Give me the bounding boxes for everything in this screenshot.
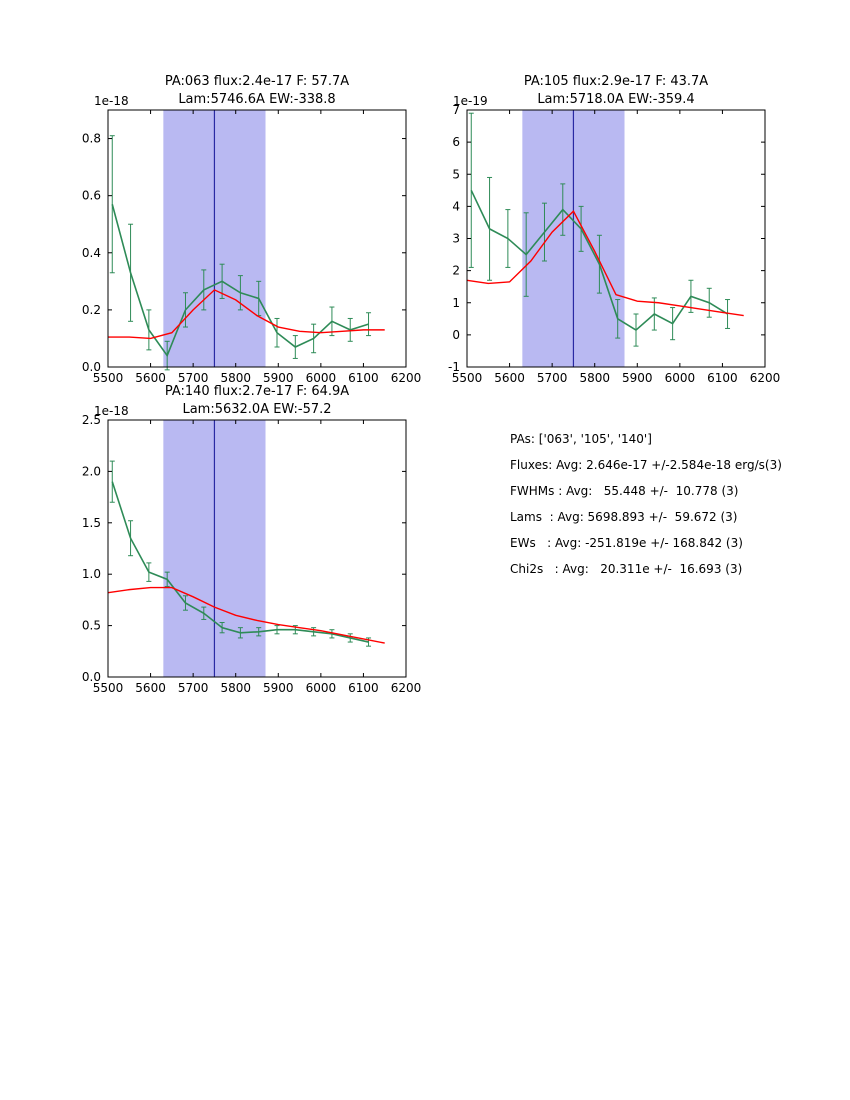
stats-line-ews: EWs : Avg: -251.819e +/- 168.842 (3) bbox=[510, 536, 743, 550]
plot-svg-pa105: 5500 5600 5700 5800 5900 6000 6100 6200 -1 0 1 2 3 4 5… bbox=[448, 74, 781, 385]
spectrum-plot-pa140: 5500 5600 5700 5800 5900 6000 6100 6200 0.0 0.5 1.… bbox=[50, 375, 430, 700]
y-axis-offset-label: 1e-18 bbox=[94, 404, 129, 418]
stats-line-lams: Lams : Avg: 5698.893 +/- 59.672 (3) bbox=[510, 510, 738, 524]
plot-title: PA:140 flux:2.7e-17 F: 64.9A bbox=[165, 384, 349, 399]
x-tick-label: 6100 bbox=[348, 681, 379, 695]
x-tick-label: 5600 bbox=[135, 681, 166, 695]
x-tick-label: 5500 bbox=[93, 371, 124, 385]
x-tick-label: 5900 bbox=[263, 681, 294, 695]
x-tick-label: 5900 bbox=[622, 371, 653, 385]
y-tick-label: 0.6 bbox=[82, 189, 101, 203]
x-tick-label: 6100 bbox=[348, 371, 379, 385]
plot-subtitle: Lam:5746.6A EW:-338.8 bbox=[178, 92, 335, 107]
y-tick-label: 3 bbox=[452, 232, 460, 246]
y-tick-label: 0 bbox=[452, 328, 460, 342]
stats-line-pas: PAs: ['063', '105', '140'] bbox=[510, 432, 652, 446]
x-tick-label: 5500 bbox=[452, 371, 483, 385]
plot-subtitle: Lam:5718.0A EW:-359.4 bbox=[537, 92, 694, 107]
axes-frame bbox=[107, 109, 407, 368]
x-tick-label: 6000 bbox=[665, 371, 696, 385]
spectrum-line bbox=[111, 204, 369, 358]
stats-line-chi2s: Chi2s : Avg: 20.311e +/- 16.693 (3) bbox=[510, 562, 743, 576]
fit-line bbox=[466, 210, 744, 317]
x-tick-label: 6200 bbox=[391, 681, 422, 695]
x-tick-label: 5600 bbox=[135, 371, 166, 385]
y-tick-label: 0.0 bbox=[82, 670, 101, 684]
y-tick-label: 0.2 bbox=[82, 303, 101, 317]
x-tick-label: 5800 bbox=[579, 371, 610, 385]
x-tick-label: 5900 bbox=[263, 371, 294, 385]
stats-line-fluxes: Fluxes: Avg: 2.646e-17 +/-2.584e-18 erg/… bbox=[510, 458, 782, 472]
fit-line bbox=[108, 289, 385, 340]
y-tick-label: 1 bbox=[452, 296, 460, 310]
y-axis-offset-label: 1e-19 bbox=[453, 94, 488, 108]
x-tick-label: 5700 bbox=[178, 371, 209, 385]
summary-stats: PAs: ['063', '105', '140'] Fluxes: Avg: … bbox=[510, 426, 782, 582]
y-tick-label: 1.0 bbox=[82, 567, 101, 581]
x-tick-label: 6000 bbox=[306, 371, 337, 385]
fit-line bbox=[107, 586, 385, 644]
y-tick-label: 4 bbox=[452, 199, 460, 213]
x-tick-label: 5700 bbox=[178, 681, 209, 695]
y-tick-label: 1.5 bbox=[82, 516, 101, 530]
plot-subtitle: Lam:5632.0A EW:-57.2 bbox=[182, 402, 331, 417]
axes-frame bbox=[107, 419, 407, 678]
y-tick-label: 2.5 bbox=[82, 413, 101, 427]
x-tick-label: 6200 bbox=[391, 371, 422, 385]
y-axis-offset-label: 1e-18 bbox=[94, 94, 129, 108]
y-tick-label: 5 bbox=[452, 167, 460, 181]
x-tick-label: 5500 bbox=[93, 681, 124, 695]
plot-svg-pa063: 5500 5600 5700 5800 5900 6000 6100 6200 0.0 0.2 0.… bbox=[82, 74, 422, 385]
spectrum-plot-pa063: 5500 5600 5700 5800 5900 6000 6100 6200 0.0 0.2 0.… bbox=[50, 65, 430, 390]
x-tick-label: 5800 bbox=[220, 681, 251, 695]
spectrum-line bbox=[111, 481, 369, 643]
y-tick-label: 0.0 bbox=[82, 360, 101, 374]
y-tick-label: 2.0 bbox=[82, 464, 101, 478]
x-tick-label: 5800 bbox=[220, 371, 251, 385]
plot-svg-pa140: 5500 5600 5700 5800 5900 6000 6100 6200 0.0 0.5 1.… bbox=[82, 384, 422, 695]
x-tick-label: 6100 bbox=[707, 371, 738, 385]
y-tick-label: 6 bbox=[452, 135, 460, 149]
x-tick-label: 5700 bbox=[537, 371, 568, 385]
x-tick-label: 6200 bbox=[750, 371, 781, 385]
y-tick-label: -1 bbox=[448, 360, 460, 374]
y-tick-label: 0.4 bbox=[82, 246, 101, 260]
x-tick-label: 5600 bbox=[494, 371, 525, 385]
spectrum-line bbox=[470, 189, 728, 332]
spectrum-plot-pa105: 5500 5600 5700 5800 5900 6000 6100 6200 -1 0 1 2 3 4 5… bbox=[409, 65, 789, 390]
y-tick-label: 0.8 bbox=[82, 132, 101, 146]
y-tick-label: 2 bbox=[452, 264, 460, 278]
plot-title: PA:063 flux:2.4e-17 F: 57.7A bbox=[165, 74, 349, 89]
y-tick-label: 7 bbox=[452, 103, 460, 117]
y-tick-label: 0.5 bbox=[82, 619, 101, 633]
stats-line-fwhms: FWHMs : Avg: 55.448 +/- 10.778 (3) bbox=[510, 484, 739, 498]
x-tick-label: 6000 bbox=[306, 681, 337, 695]
plot-title: PA:105 flux:2.9e-17 F: 43.7A bbox=[524, 74, 708, 89]
